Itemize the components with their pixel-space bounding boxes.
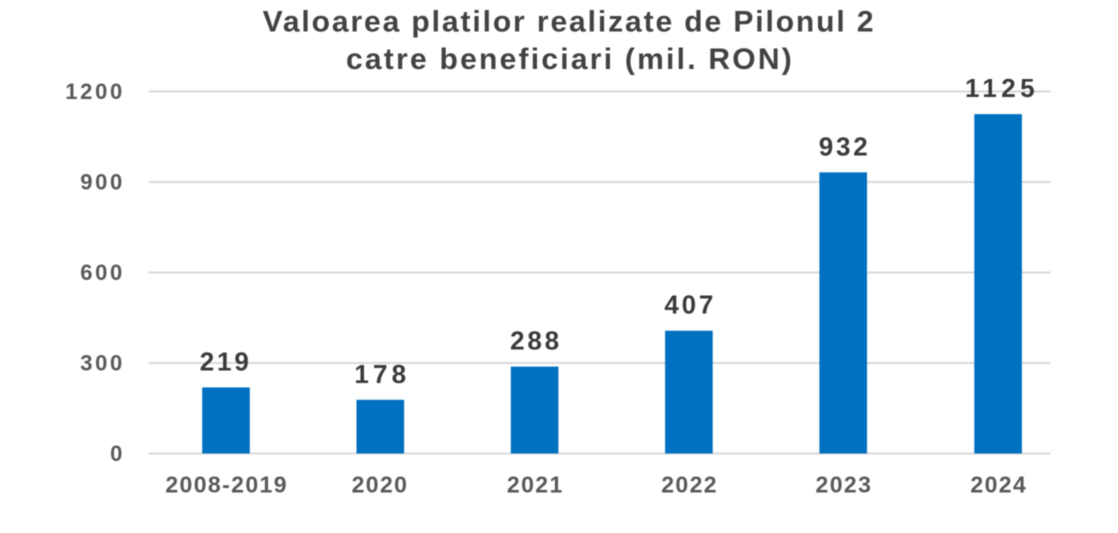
svg-text:2008-2019: 2008-2019 [165, 471, 288, 497]
svg-text:932: 932 [819, 131, 871, 161]
svg-text:300: 300 [80, 351, 125, 376]
svg-text:288: 288 [510, 326, 562, 356]
svg-text:900: 900 [80, 170, 125, 195]
svg-text:2022: 2022 [661, 471, 718, 497]
svg-text:2023: 2023 [816, 471, 873, 497]
svg-text:0: 0 [110, 441, 125, 466]
svg-text:178: 178 [354, 359, 410, 389]
svg-text:2020: 2020 [352, 471, 409, 497]
svg-text:600: 600 [80, 260, 125, 285]
svg-text:2024: 2024 [970, 471, 1027, 497]
svg-text:catre beneficiari (mil. RON): catre beneficiari (mil. RON) [346, 43, 794, 76]
svg-text:1125: 1125 [965, 73, 1039, 103]
svg-text:219: 219 [200, 346, 252, 376]
svg-text:Valoarea platilor realizate de: Valoarea platilor realizate de Pilonul 2 [263, 6, 876, 39]
svg-text:407: 407 [664, 290, 716, 320]
svg-text:2021: 2021 [507, 471, 564, 497]
svg-text:1200: 1200 [65, 79, 125, 104]
